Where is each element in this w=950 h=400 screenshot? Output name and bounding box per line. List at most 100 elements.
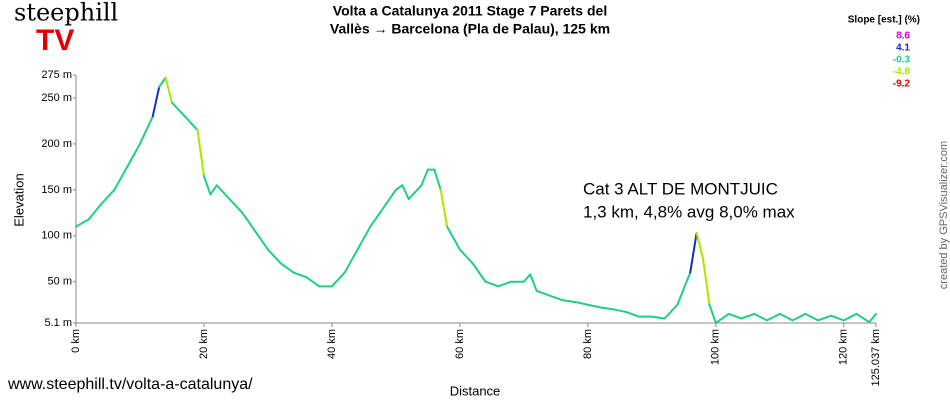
elevation-segment — [855, 312, 871, 324]
elevation-segment — [708, 303, 717, 324]
elevation-segment — [292, 271, 308, 279]
elevation-segment — [394, 184, 404, 191]
elevation-segment — [817, 314, 832, 322]
elevation-segment — [196, 129, 205, 178]
x-tick-label: 120 km — [838, 329, 850, 365]
chart-title: Vallès → Barcelona (Pla de Palau), 125 k… — [330, 21, 610, 37]
y-tick-label: 50 m — [48, 276, 72, 288]
elevation-segment — [183, 115, 199, 132]
elevation-segment — [829, 314, 845, 322]
x-tick-label: 0 km — [70, 329, 82, 353]
credit: created by GPSVisualizer.com — [938, 141, 950, 289]
legend-title: Slope [est.] (%) — [848, 15, 920, 26]
elevation-segment — [471, 262, 487, 283]
elevation-segment — [842, 312, 858, 322]
x-tick-label: 100 km — [710, 329, 722, 365]
legend-label: -0.3 — [893, 55, 911, 66]
elevation-segment — [676, 271, 692, 306]
legend-label: 8.6 — [896, 31, 910, 42]
elevation-segment — [625, 311, 641, 318]
elevation-segment — [804, 312, 820, 322]
y-axis-label: Elevation — [11, 173, 26, 226]
y-tick-label: 5.1 m — [44, 317, 72, 329]
elevation-segment — [689, 232, 698, 274]
elevation-segment — [791, 312, 807, 322]
elevation-segment — [599, 306, 615, 311]
elevation-segment — [87, 202, 103, 221]
x-tick-label: 20 km — [198, 329, 210, 359]
legend-label: 4.1 — [896, 43, 910, 54]
y-tick-label: 100 m — [41, 230, 72, 242]
elevation-segment — [458, 248, 474, 265]
elevation-segment — [330, 271, 346, 288]
legend-label: -9.2 — [893, 79, 911, 90]
elevation-segment — [574, 300, 589, 306]
elevation-segment — [158, 76, 167, 88]
logo: TV — [36, 24, 74, 57]
elevation-segment — [727, 312, 743, 320]
elevation-segment — [714, 312, 730, 324]
elevation-segment — [765, 312, 781, 322]
elevation-segment — [126, 142, 141, 168]
elevation-segment — [369, 207, 385, 228]
elevation-segment — [305, 276, 321, 288]
elevation-segment — [170, 101, 186, 118]
elevation-segment — [138, 115, 154, 145]
annotation: Cat 3 ALT DE MONTJUIC — [583, 179, 778, 198]
elevation-segment — [439, 188, 449, 228]
logo: steephill — [14, 0, 118, 27]
elevation-segment — [241, 211, 257, 233]
footer: www.steephill.tv/volta-a-catalunya/ — [7, 376, 253, 393]
elevation-segment — [100, 188, 116, 205]
elevation-segment — [561, 299, 577, 303]
elevation-segment — [209, 184, 218, 196]
elevation-segment — [279, 262, 295, 274]
elevation-segment — [407, 184, 423, 201]
x-tick-label: 125.037 km — [870, 329, 882, 386]
y-tick-label: 275 m — [41, 69, 72, 81]
elevation-segment — [356, 225, 372, 251]
elevation-segment — [228, 198, 244, 214]
elevation-segment — [382, 188, 397, 210]
elevation-segment — [446, 225, 461, 251]
y-tick-label: 250 m — [41, 92, 72, 104]
elevation-segment — [266, 248, 282, 265]
elevation-segment — [215, 184, 231, 201]
elevation-segment — [343, 248, 359, 274]
elevation-segment — [586, 303, 602, 309]
legend-label: -4.8 — [893, 67, 911, 78]
elevation-segment — [778, 312, 794, 322]
y-tick-label: 150 m — [41, 184, 72, 196]
elevation-segment — [522, 273, 532, 283]
x-axis-label: Distance — [450, 383, 501, 398]
elevation-segment — [420, 168, 429, 187]
elevation-segment — [202, 175, 212, 196]
x-tick-label: 60 km — [454, 329, 466, 359]
elevation-segment — [164, 76, 173, 104]
elevation-segment — [695, 232, 705, 260]
y-tick-label: 200 m — [41, 138, 72, 150]
elevation-segment — [868, 312, 877, 324]
elevation-segment — [535, 289, 551, 297]
elevation-segment — [433, 168, 442, 191]
elevation-segment — [702, 257, 711, 306]
elevation-segment — [484, 280, 500, 288]
chart-title: Volta a Catalunya 2011 Stage 7 Parets de… — [333, 3, 607, 19]
elevation-segment — [151, 85, 161, 118]
elevation-segment — [650, 315, 666, 320]
x-tick-label: 80 km — [582, 329, 594, 359]
elevation-segment — [75, 218, 90, 228]
elevation-segment — [113, 165, 129, 191]
elevation-segment — [753, 312, 768, 322]
elevation-segment — [612, 308, 628, 314]
annotation: 1,3 km, 4,8% avg 8,0% max — [583, 202, 795, 221]
elevation-segment — [254, 230, 269, 251]
elevation-segment — [663, 303, 679, 320]
x-tick-label: 40 km — [326, 329, 338, 359]
elevation-segment — [529, 273, 538, 292]
elevation-segment — [497, 280, 513, 288]
elevation-segment — [548, 294, 564, 302]
elevation-segment — [401, 184, 410, 201]
elevation-segment — [740, 312, 756, 320]
